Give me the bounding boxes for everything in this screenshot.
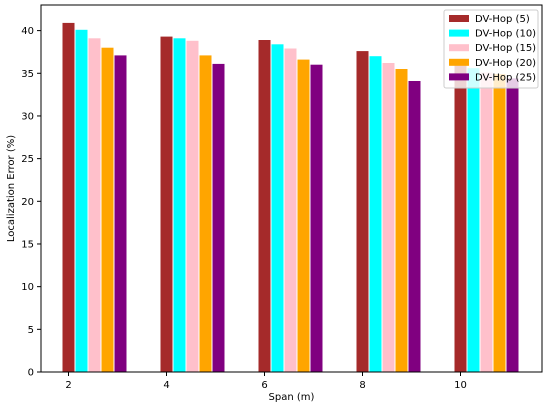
x-axis: 2 4 6 8 10 [65,372,467,391]
bar-dv-hop-15-x2 [88,38,101,373]
legend: DV-Hop (5) DV-Hop (10) DV-Hop (15) DV-Hop (… [443,9,539,89]
legend-label: DV-Hop (10) [475,29,536,40]
x-axis-label: Span (m) [269,392,315,403]
bar-dv-hop-25-x2 [114,55,127,373]
bar-dv-hop-20-x4 [199,55,212,373]
bar-dv-hop-5-x8 [356,51,369,372]
bar-dv-hop-25-x6 [310,64,323,372]
bar-dv-hop-10-x8 [369,56,382,372]
bar-dv-hop-20-x8 [395,69,408,372]
y-tick-label: 15 [21,239,34,250]
bar-dv-hop-10-x6 [271,44,284,373]
legend-swatch [449,15,469,22]
legend-label: DV-Hop (15) [475,43,536,54]
bar-dv-hop-5-x2 [62,22,75,373]
y-tick-label: 0 [28,368,34,379]
legend-swatch [449,44,469,52]
x-tick-label: 4 [163,380,169,391]
legend-swatch [449,29,469,37]
x-tick-label: 2 [65,380,71,391]
y-tick-label: 30 [21,111,34,122]
bar-dv-hop-5-x6 [258,40,271,372]
bar-dv-hop-25-x10 [506,78,519,373]
bars-group [62,22,519,373]
y-tick-label: 10 [21,282,34,293]
bar-dv-hop-10-x4 [173,38,186,373]
y-axis-label: Localization Error (%) [6,135,17,242]
y-tick-label: 20 [21,197,34,208]
bar-dv-hop-20-x6 [297,59,310,372]
legend-label: DV-Hop (25) [475,72,536,83]
legend-label: DV-Hop (5) [475,14,530,25]
x-tick-label: 8 [359,380,365,391]
legend-swatch [449,58,469,66]
x-tick-label: 10 [454,380,467,391]
x-tick-label: 6 [261,380,267,391]
legend-swatch [449,73,469,81]
legend-label: DV-Hop (20) [475,58,536,69]
bar-dv-hop-10-x10 [467,68,480,372]
bar-dv-hop-10-x2 [75,29,88,373]
legend-box [443,9,539,89]
y-tick-label: 40 [21,26,34,37]
bar-dv-hop-5-x10 [454,63,467,372]
y-tick-label: 35 [21,69,34,80]
plot-frame [40,4,543,373]
bar-dv-hop-5-x4 [160,36,173,372]
bar-dv-hop-15-x6 [284,48,297,372]
bar-dv-hop-25-x8 [408,81,421,372]
bar-dv-hop-20-x2 [101,47,114,372]
bar-dv-hop-25-x4 [212,63,225,373]
bar-dv-hop-20-x10 [493,74,506,372]
y-tick-label: 25 [21,154,34,165]
bar-dv-hop-15-x4 [186,40,199,373]
bar-dv-hop-15-x8 [382,63,395,372]
y-axis: 0 5 10 15 20 25 30 35 40 [21,26,41,379]
bar-dv-hop-15-x10 [480,72,493,373]
y-tick-label: 5 [28,325,34,336]
